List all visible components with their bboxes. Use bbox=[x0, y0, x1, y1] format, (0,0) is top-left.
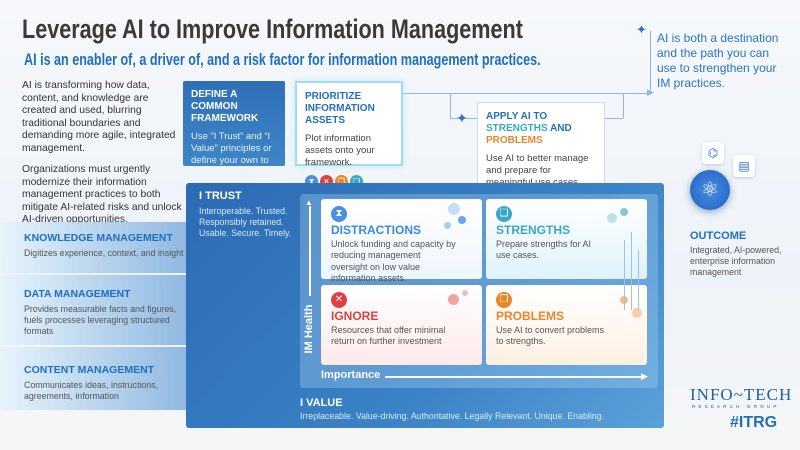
up-arrow-decoration bbox=[638, 250, 639, 310]
network-icon: ⌬ bbox=[702, 142, 724, 164]
infotech-logo: INFO~TECH bbox=[690, 385, 793, 404]
step-title-problems: PROBLEMS bbox=[486, 135, 543, 146]
up-arrow-decoration bbox=[624, 240, 625, 310]
squares-icon: ❐ bbox=[496, 292, 512, 308]
outcome-text: Integrated, AI-powered, enterprise infor… bbox=[690, 245, 782, 277]
bubble-decoration bbox=[620, 208, 628, 216]
band-title: DATA MANAGEMENT bbox=[24, 288, 131, 300]
arrow-up-icon: ▲ bbox=[305, 198, 313, 207]
sparkle-icon: ✦ bbox=[636, 22, 647, 37]
flow-line bbox=[450, 93, 451, 118]
quadrant-title: IGNORE bbox=[331, 309, 379, 323]
sparkle-icon: ✦ bbox=[456, 110, 468, 126]
infotech-logo-subtitle: RESEARCH GROUP bbox=[692, 404, 780, 409]
step-apply-ai: APPLY AI TO STRENGTHS AND PROBLEMS Use A… bbox=[477, 102, 605, 198]
ai-core-icon: ⚛ bbox=[690, 170, 730, 210]
band-text: Provides measurable facts and figures, f… bbox=[24, 304, 177, 336]
step-title: DEFINE A COMMON FRAMEWORK bbox=[191, 89, 259, 124]
flow-line bbox=[450, 118, 477, 119]
bubble-decoration bbox=[458, 216, 466, 224]
quadrant-title: STRENGTHS bbox=[496, 223, 571, 237]
band-content-management: CONTENT MANAGEMENT Communicates ideas, in… bbox=[0, 347, 186, 410]
flow-line bbox=[403, 93, 650, 94]
document-icon: ▤ bbox=[733, 155, 755, 177]
y-axis-label: IM Health bbox=[303, 304, 315, 354]
quadrant-text: Unlock funding and capacity by reducing … bbox=[331, 238, 456, 284]
bubble-decoration bbox=[462, 290, 468, 296]
step-title-part: APPLY AI TO bbox=[486, 111, 548, 122]
intro-paragraph: AI is transforming how data, content, an… bbox=[22, 80, 176, 154]
bubble-decoration bbox=[632, 308, 642, 318]
band-text: Digitizes experience, context, and insig… bbox=[24, 248, 184, 258]
band-text: Communicates ideas, instructions, agreem… bbox=[24, 380, 158, 401]
bubble-decoration bbox=[607, 213, 617, 223]
intro-paragraph: Organizations must urgently modernize th… bbox=[22, 164, 182, 225]
value-text: Irreplaceable. Value-driving. Authoritat… bbox=[300, 411, 604, 421]
y-axis-arrow bbox=[309, 206, 311, 296]
bubble-decoration bbox=[448, 203, 460, 215]
step-title-strengths: STRENGTHS bbox=[486, 123, 548, 134]
step-title: APPLY AI TO STRENGTHS AND PROBLEMS bbox=[486, 111, 596, 147]
itrg-hashtag: #ITRG bbox=[730, 414, 778, 431]
x-axis-label: Importance bbox=[321, 369, 381, 381]
step-prioritize-assets: PRIORITIZE INFORMATION ASSETS Plot infor… bbox=[295, 81, 403, 188]
band-knowledge-management: KNOWLEDGE MANAGEMENT Digitizes experience… bbox=[0, 222, 186, 273]
bubble-decoration bbox=[448, 294, 459, 305]
flow-line bbox=[623, 93, 624, 118]
step-title-part: AND bbox=[547, 123, 572, 134]
x-axis-arrow bbox=[385, 376, 643, 378]
trust-text: Interoperable. Trusted. Responsibly reta… bbox=[199, 206, 292, 238]
trust-title: I TRUST bbox=[199, 190, 242, 202]
x-icon: ✕ bbox=[331, 292, 347, 308]
value-title: I VALUE bbox=[300, 397, 343, 409]
up-arrow-decoration bbox=[631, 232, 632, 310]
page-title: Leverage AI to Improve Information Manag… bbox=[22, 14, 523, 44]
callout-note: AI is both a destination and the path yo… bbox=[650, 31, 790, 91]
page-subtitle: AI is an enabler of, a driver of, and a … bbox=[24, 50, 541, 69]
quadrant-text: Resources that offer minimal return on f… bbox=[331, 324, 446, 347]
quadrant-title: DISTRACTIONS bbox=[331, 223, 421, 237]
outcome-title: OUTCOME bbox=[690, 230, 747, 242]
quadrant-text: Use AI to convert problems to strengths. bbox=[496, 324, 605, 347]
arrow-right-icon: ▶ bbox=[641, 371, 648, 381]
arrow-right-icon: ▶ bbox=[647, 87, 654, 97]
bubble-decoration bbox=[444, 222, 451, 229]
step-title: PRIORITIZE INFORMATION ASSETS bbox=[305, 91, 375, 126]
band-title: CONTENT MANAGEMENT bbox=[24, 364, 155, 376]
step-text: Use “I Trust” and “I Value” principles o… bbox=[191, 131, 272, 190]
flow-line bbox=[605, 118, 623, 119]
squares-icon: ❏ bbox=[496, 206, 512, 222]
step-text: Use AI to better manage and prepare for … bbox=[486, 153, 589, 188]
quadrant-ignore: ✕ IGNORE Resources that offer minimal retu… bbox=[321, 285, 482, 365]
intro-text: AI is transforming how data, content, an… bbox=[22, 80, 182, 236]
hourglass-icon: ⧗ bbox=[331, 206, 347, 222]
step-text: Plot information assets onto your framew… bbox=[305, 133, 375, 168]
quadrant-strengths: ❏ STRENGTHS Prepare strengths for AI use c… bbox=[486, 199, 647, 279]
quadrant-text: Prepare strengths for AI use cases. bbox=[496, 238, 592, 261]
quadrant-title: PROBLEMS bbox=[496, 309, 565, 323]
step-define-framework: DEFINE A COMMON FRAMEWORK Use “I Trust” … bbox=[183, 81, 285, 190]
band-data-management: DATA MANAGEMENT Provides measurable facts… bbox=[0, 275, 186, 345]
band-title: KNOWLEDGE MANAGEMENT bbox=[24, 232, 173, 244]
